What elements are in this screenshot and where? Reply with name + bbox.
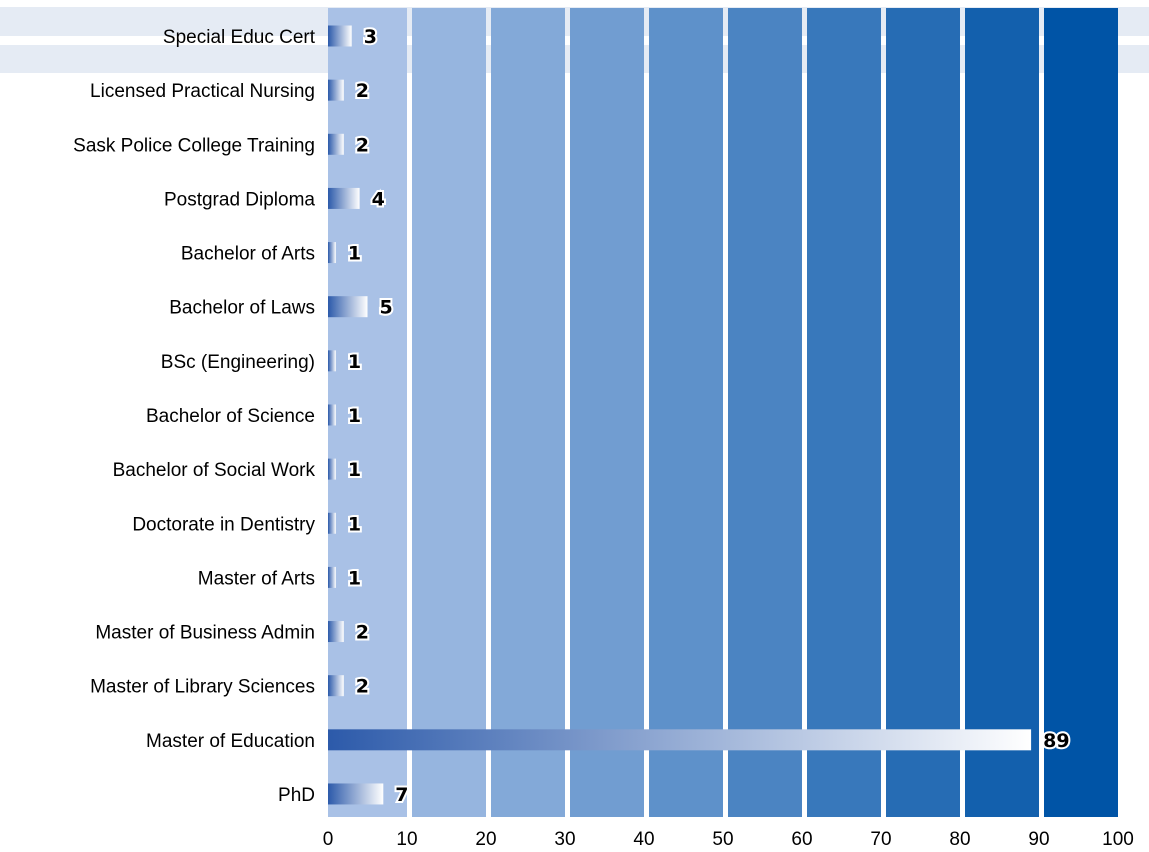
x-tick-label-2: 20 [475, 829, 496, 850]
value-label-0: 3 [364, 26, 377, 48]
category-label-12: Master of Library Sciences [90, 677, 315, 698]
bar-5 [328, 296, 368, 318]
band-1 [412, 8, 486, 817]
band-5 [728, 8, 802, 817]
category-label-5: Bachelor of Laws [169, 298, 315, 319]
category-label-7: Bachelor of Science [146, 406, 315, 427]
value-label-5: 5 [380, 297, 393, 319]
bar-1 [328, 79, 344, 101]
value-label-8: 1 [348, 459, 361, 481]
bar-7 [328, 404, 336, 426]
category-label-6: BSc (Engineering) [161, 352, 315, 373]
bar-2 [328, 133, 344, 155]
category-label-13: Master of Education [146, 731, 315, 752]
bar-6 [328, 350, 336, 372]
value-label-10: 1 [348, 567, 361, 589]
value-label-1: 2 [356, 80, 369, 102]
x-tick-label-3: 30 [554, 829, 575, 850]
bar-3 [328, 187, 360, 209]
category-label-10: Master of Arts [198, 568, 315, 589]
bar-13 [328, 729, 1032, 751]
bar-14 [328, 783, 384, 805]
band-8 [965, 8, 1039, 817]
x-tick-label-4: 40 [633, 829, 654, 850]
bar-11 [328, 621, 344, 643]
x-tick-label-6: 60 [791, 829, 812, 850]
x-tick-label-5: 50 [712, 829, 733, 850]
x-tick-label-10: 100 [1102, 829, 1134, 850]
value-labels: 3 2 2 4 1 5 1 1 1 1 1 2 2 89 7 [346, 24, 1072, 808]
bar-9 [328, 512, 336, 534]
category-label-9: Doctorate in Dentistry [132, 514, 315, 535]
band-2 [491, 8, 565, 817]
value-label-7: 1 [348, 405, 361, 427]
band-6 [807, 8, 881, 817]
category-labels: Special Educ Cert Licensed Practical Nurs… [73, 27, 316, 806]
bar-8 [328, 458, 336, 480]
category-label-11: Master of Business Admin [95, 623, 315, 644]
x-tick-label-9: 90 [1028, 829, 1049, 850]
bar-4 [328, 242, 336, 264]
value-label-12: 2 [356, 676, 369, 698]
category-label-2: Sask Police College Training [73, 135, 315, 156]
value-label-6: 1 [348, 351, 361, 373]
value-label-4: 1 [348, 243, 361, 265]
bar-12 [328, 675, 344, 697]
category-label-4: Bachelor of Arts [181, 244, 315, 265]
category-label-1: Licensed Practical Nursing [90, 81, 315, 102]
background-bands [328, 8, 1118, 817]
bar-10 [328, 566, 336, 588]
value-label-11: 2 [356, 622, 369, 644]
band-9 [1044, 8, 1118, 817]
x-tick-label-1: 10 [396, 829, 417, 850]
category-label-8: Bachelor of Social Work [113, 460, 316, 481]
bar-0 [328, 25, 352, 47]
value-label-13: 89 [1043, 730, 1069, 752]
band-7 [886, 8, 960, 817]
value-label-9: 1 [348, 513, 361, 535]
category-label-3: Postgrad Diploma [164, 189, 315, 210]
category-label-0: Special Educ Cert [163, 27, 316, 48]
value-label-3: 4 [372, 188, 385, 210]
band-3 [570, 8, 644, 817]
x-axis-tick-labels: 0 10 20 30 40 50 60 70 80 90 100 [323, 829, 1134, 850]
x-tick-label-0: 0 [323, 829, 334, 850]
band-4 [649, 8, 723, 817]
x-tick-label-8: 80 [949, 829, 970, 850]
value-label-2: 2 [356, 134, 369, 156]
bars [328, 25, 1032, 805]
x-tick-label-7: 70 [870, 829, 891, 850]
value-label-14: 7 [395, 784, 408, 806]
category-label-14: PhD [278, 785, 315, 806]
